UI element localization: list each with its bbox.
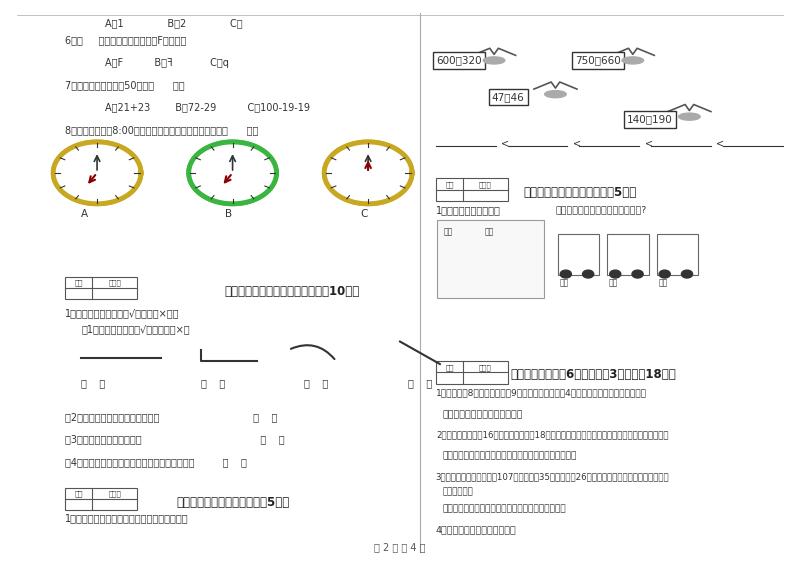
- Text: 小明: 小明: [658, 279, 667, 288]
- Text: A、21+23        B、72-29          C、100-19-19: A、21+23 B、72-29 C、100-19-19: [105, 103, 310, 112]
- Text: 得分: 得分: [74, 491, 83, 497]
- Text: 请你连一连，下面分别是谁看到的?: 请你连一连，下面分别是谁看到的?: [555, 205, 647, 214]
- Circle shape: [54, 142, 141, 204]
- Text: 140＋190: 140＋190: [627, 115, 673, 124]
- Text: 朵数多几朵？: 朵数多几朵？: [442, 487, 473, 496]
- FancyBboxPatch shape: [657, 233, 698, 275]
- Text: 七、连一连（共１大题，共计5分）: 七、连一连（共１大题，共计5分）: [523, 186, 637, 199]
- Text: 得分: 得分: [446, 181, 454, 188]
- Bar: [65, 488, 137, 510]
- Text: 1．观察物体，连一连。: 1．观察物体，连一连。: [436, 205, 501, 215]
- FancyBboxPatch shape: [607, 233, 649, 275]
- Circle shape: [659, 270, 670, 278]
- Text: 4．小红买水彩笔一共多少钱？: 4．小红买水彩笔一共多少钱？: [436, 525, 517, 534]
- Circle shape: [560, 270, 571, 278]
- Circle shape: [610, 270, 621, 278]
- Text: 评卷人: 评卷人: [108, 280, 121, 286]
- Text: 小东: 小东: [609, 279, 618, 288]
- Ellipse shape: [622, 57, 643, 64]
- Text: 八、解决问题（共6小题，每题3分，共计18分）: 八、解决问题（共6小题，每题3分，共计18分）: [510, 368, 676, 381]
- Circle shape: [632, 270, 643, 278]
- Circle shape: [324, 142, 412, 204]
- Bar: [436, 361, 508, 384]
- Circle shape: [682, 270, 693, 278]
- Text: 答：每个班分得＿＿个乒乓球。: 答：每个班分得＿＿个乒乓球。: [442, 410, 522, 419]
- Ellipse shape: [545, 90, 566, 98]
- Text: <: <: [502, 138, 510, 149]
- Bar: [436, 179, 508, 201]
- FancyBboxPatch shape: [437, 220, 543, 298]
- Text: 答：第二天卖出是第一天的＿＿倍，两天共卖出＿＿箱。: 答：第二天卖出是第一天的＿＿倍，两天共卖出＿＿箱。: [442, 451, 577, 460]
- Text: 答：做红花的朵数比黄花和白花的总朵数多＿＿朵。: 答：做红花的朵数比黄花和白花的总朵数多＿＿朵。: [442, 505, 566, 514]
- Text: 六、比一比（共１大题，共计5分）: 六、比一比（共１大题，共计5分）: [177, 496, 290, 509]
- Text: 得分: 得分: [446, 364, 454, 371]
- Text: 3．同学们爱护花，做红花107朵，做黄花35朵，做白花26朵，做红花的朵数比黄花和白花的总: 3．同学们爱护花，做红花107朵，做黄花35朵，做白花26朵，做红花的朵数比黄花…: [436, 472, 670, 481]
- Text: 得分: 得分: [74, 280, 83, 286]
- Text: 小花: 小花: [444, 228, 453, 237]
- Text: 小红: 小红: [559, 279, 569, 288]
- Text: <: <: [573, 138, 581, 149]
- Text: 评卷人: 评卷人: [479, 364, 492, 371]
- Text: 小明: 小明: [485, 228, 494, 237]
- Text: 600－320: 600－320: [436, 55, 482, 66]
- Text: 7．估一估，得数大于50的是（      ）。: 7．估一估，得数大于50的是（ ）。: [65, 80, 185, 90]
- Text: <: <: [717, 138, 725, 149]
- Text: 1．把下列算式按得数大小，从小到大排一行。: 1．把下列算式按得数大小，从小到大排一行。: [65, 513, 189, 523]
- Text: （    ）: （ ）: [304, 378, 329, 388]
- Text: （1）下面是线段的打√，不是的打×。: （1）下面是线段的打√，不是的打×。: [81, 325, 190, 334]
- Text: C: C: [360, 210, 367, 219]
- Circle shape: [582, 270, 594, 278]
- Text: （3）所有的直角都一样大。                                      （    ）: （3）所有的直角都一样大。 （ ）: [65, 434, 285, 444]
- FancyBboxPatch shape: [558, 233, 599, 275]
- Text: A、1              B、2              C、: A、1 B、2 C、: [105, 18, 242, 28]
- Text: 8．我们每天早上8:00上课，下面表示上课前一小时的是（      ）。: 8．我们每天早上8:00上课，下面表示上课前一小时的是（ ）。: [65, 125, 258, 135]
- Ellipse shape: [483, 57, 505, 64]
- Text: （2）角的两条边越长，角就越大。                              （    ）: （2）角的两条边越长，角就越大。 （ ）: [65, 412, 278, 422]
- Text: 2．书店第一天卖出16箱书，第二天卖出18箱书，第二天卖出是第一天的几倍？两天共卖出几箱？: 2．书店第一天卖出16箱书，第二天卖出18箱书，第二天卖出是第一天的几倍？两天共…: [436, 431, 668, 440]
- Bar: [65, 277, 137, 299]
- Text: 第 2 页 共 4 页: 第 2 页 共 4 页: [374, 542, 426, 553]
- Text: 评卷人: 评卷人: [108, 491, 121, 497]
- Text: 评卷人: 评卷人: [479, 181, 492, 188]
- Circle shape: [189, 142, 277, 204]
- Text: （4）一块正方形，剪去一个角后只剩下三个角。         （    ）: （4）一块正方形，剪去一个角后只剩下三个角。 （ ）: [65, 457, 247, 467]
- Text: A: A: [81, 210, 88, 219]
- Text: 五、判断对与错（共１大题，共计10分）: 五、判断对与错（共１大题，共计10分）: [225, 285, 360, 298]
- Text: （    ）: （ ）: [408, 378, 432, 388]
- Text: （    ）: （ ）: [81, 378, 106, 388]
- Text: B: B: [225, 210, 232, 219]
- Text: 1．学校买回8盒乒乓球，每盒9个，平均复合二年级4个班，每个班分得几个乒乓球？: 1．学校买回8盒乒乓球，每盒9个，平均复合二年级4个班，每个班分得几个乒乓球？: [436, 388, 647, 397]
- Text: （    ）: （ ）: [201, 378, 225, 388]
- Ellipse shape: [678, 113, 700, 120]
- Text: 1．让我来判断（对的打√，错的打×）。: 1．让我来判断（对的打√，错的打×）。: [65, 308, 180, 318]
- Text: 6．（     ）是你在镜子里看到的F的样子。: 6．（ ）是你在镜子里看到的F的样子。: [65, 35, 186, 45]
- Text: <: <: [645, 138, 653, 149]
- Text: 47＋46: 47＋46: [492, 92, 525, 102]
- Text: A、F          B、ꟻ            C、q: A、F B、ꟻ C、q: [105, 58, 229, 68]
- Text: 750－660: 750－660: [575, 55, 621, 66]
